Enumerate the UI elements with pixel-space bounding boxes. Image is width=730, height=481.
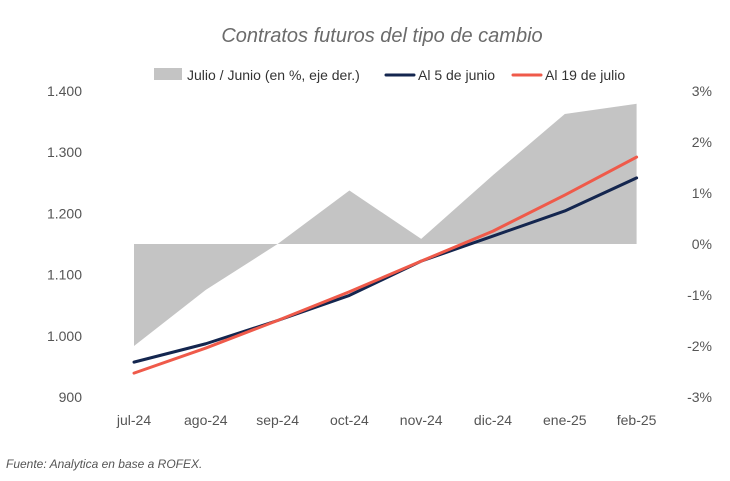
chart: Contratos futuros del tipo de cambio Jul… (47, 25, 712, 428)
source-note: Fuente: Analytica en base a ROFEX. (6, 457, 203, 471)
y-left-tick-label: 1.400 (47, 83, 82, 99)
y-left-tick-label: 1.100 (47, 267, 82, 283)
x-tick-label: ene-25 (543, 412, 587, 428)
y-left-tick-label: 1.200 (47, 205, 82, 221)
legend-label: Al 5 de junio (418, 67, 495, 83)
y-right-tick-label: 0% (692, 236, 712, 252)
area-layer (134, 103, 637, 346)
legend-swatch-area (154, 68, 182, 80)
area-julio-junio (134, 103, 637, 346)
y-left-tick-label: 1.000 (47, 328, 82, 344)
y-right-tick-label: -2% (687, 338, 712, 354)
y-right-tick-label: 3% (692, 83, 712, 99)
x-axis: jul-24 ago-24 sep-24 oct-24 nov-24 dic-24 ene-… (116, 412, 657, 428)
x-tick-label: feb-25 (617, 412, 657, 428)
line-layer (132, 155, 639, 375)
y-right-tick-label: -3% (687, 389, 712, 405)
y-right-tick-label: 2% (692, 134, 712, 150)
legend-label: Al 19 de julio (545, 67, 625, 83)
left-axis: 900 1.000 1.100 1.200 1.300 1.400 (47, 83, 82, 405)
legend: Julio / Junio (en %, eje der.) Al 5 de ju… (154, 67, 625, 83)
x-tick-label: nov-24 (400, 412, 443, 428)
x-tick-label: dic-24 (474, 412, 512, 428)
line-al-19-de-julio (132, 155, 639, 375)
line-al-5-de-junio (132, 176, 639, 364)
right-axis: -3% -2% -1% 0% 1% 2% 3% (687, 83, 712, 405)
y-right-tick-label: 1% (692, 185, 712, 201)
legend-label: Julio / Junio (en %, eje der.) (187, 67, 360, 83)
x-tick-label: sep-24 (256, 412, 299, 428)
x-tick-label: oct-24 (330, 412, 369, 428)
y-right-tick-label: -1% (687, 287, 712, 303)
y-left-tick-label: 900 (59, 389, 83, 405)
y-left-tick-label: 1.300 (47, 144, 82, 160)
x-tick-label: jul-24 (116, 412, 151, 428)
x-tick-label: ago-24 (184, 412, 228, 428)
chart-title: Contratos futuros del tipo de cambio (221, 25, 542, 47)
